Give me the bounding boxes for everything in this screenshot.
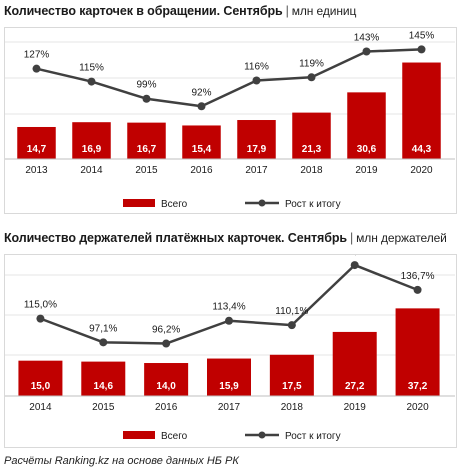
chart-1-growth-label-2016: 92% — [191, 87, 211, 98]
chart-1-growth-point-2020 — [417, 45, 426, 54]
chart-1-x-tick-2019: 2019 — [355, 165, 378, 176]
chart-2-growth-point-2015 — [99, 338, 108, 347]
chart-1-growth-label-2017: 116% — [244, 61, 269, 72]
chart-2-bar-2014 — [18, 360, 63, 396]
chart-2-bar-2018 — [269, 354, 314, 396]
chart-1-growth-point-2018 — [307, 73, 316, 82]
chart-1-bar-2018 — [292, 112, 331, 159]
chart-2: 15,0 14,6 14,0 15,9 17,5 27,2 37,2 115,0% 97,1% 9… — [4, 254, 457, 448]
chart-1-x-tick-2016: 2016 — [190, 165, 213, 176]
chart-2-growth-label-2014: 115,0% — [24, 300, 57, 311]
chart-2-bar-label-2016: 14,0 — [156, 381, 176, 392]
chart-2-legend-bar-swatch — [123, 431, 155, 439]
chart-1-growth-point-2013 — [32, 64, 41, 73]
chart-1-growth-label-2013: 127% — [24, 50, 50, 61]
chart-1-bar-label-2019: 30,6 — [357, 144, 377, 155]
chart-2-x-tick-2016: 2016 — [155, 402, 178, 413]
chart-2-growth-label-2016: 96,2% — [152, 325, 180, 336]
chart-2-bar-2017 — [207, 358, 251, 396]
chart-2-growth-point-2017 — [225, 316, 233, 325]
chart-2-growth-label-2020: 136,7% — [401, 271, 435, 282]
chart-2-bar-label-2019: 27,2 — [345, 381, 365, 392]
chart-2-legend-line-label: Рост к итогу — [285, 431, 341, 442]
chart-1-growth-point-2015 — [142, 94, 151, 103]
chart-2-legend-line-marker — [258, 431, 266, 439]
chart-1-bar-2019 — [347, 92, 386, 159]
chart-2-growth-point-2018 — [287, 321, 296, 330]
chart-2-bar-2020 — [395, 308, 440, 396]
chart-2-bar-2015 — [81, 361, 126, 396]
chart-2-x-tick-2020: 2020 — [406, 402, 429, 413]
chart-2-bar-label-2014: 15,0 — [31, 381, 51, 392]
chart-1-x-tick-2017: 2017 — [245, 165, 268, 176]
chart-1-bar-label-2015: 16,7 — [137, 144, 157, 155]
chart-1-title: Количество карточек в обращении. Сентябр… — [4, 4, 356, 18]
chart-1-x-tick-2015: 2015 — [135, 165, 158, 176]
chart-2-growth-point-2019 — [350, 261, 359, 270]
chart-1-bar-2014 — [72, 122, 111, 159]
chart-2-plot: 15,0 14,6 14,0 15,9 17,5 27,2 37,2 115,0% 97,1% 9… — [5, 255, 455, 442]
chart-2-x-tick-2017: 2017 — [218, 402, 241, 413]
chart-2-x-tick-2018: 2018 — [281, 402, 304, 413]
chart-1-bar-label-2017: 17,9 — [247, 144, 267, 155]
chart-2-bar-label-2017: 15,9 — [219, 381, 239, 392]
chart-1-bar-2015 — [127, 122, 166, 159]
chart-1-growth-point-2016 — [197, 102, 206, 111]
chart-2-bar-label-2015: 14,6 — [94, 381, 114, 392]
chart-1-growth-label-2020: 145% — [409, 30, 435, 41]
chart-1-bar-2013 — [17, 126, 56, 159]
chart-1-bar-2020 — [402, 62, 441, 159]
chart-2-growth-label-2017: 113,4% — [212, 302, 245, 313]
chart-1-growth-point-2017 — [252, 76, 261, 85]
chart-1-bar-label-2018: 21,3 — [302, 144, 322, 155]
chart-2-growth-point-2014 — [36, 314, 45, 323]
chart-2-title-separator: | — [350, 231, 354, 245]
chart-1-x-tick-2013: 2013 — [25, 165, 48, 176]
chart-2-bar-2019 — [332, 331, 377, 396]
chart-1-growth-label-2014: 115% — [79, 63, 104, 74]
chart-1-legend-line-label: Рост к итогу — [285, 199, 341, 210]
source-footer: Расчёты Ranking.kz на основе данных НБ Р… — [4, 455, 239, 467]
chart-2-x-tick-2019: 2019 — [344, 402, 367, 413]
chart-2-x-tick-2014: 2014 — [29, 402, 52, 413]
chart-2-legend-bar-label: Всего — [161, 431, 188, 442]
chart-1-growth-point-2019 — [362, 47, 371, 56]
chart-1-plot: 14,7 16,9 16,7 15,4 17,9 21,3 30,6 44,3 127% 115%… — [5, 30, 455, 210]
chart-2-unit: млн держателей — [356, 231, 447, 245]
chart-1-growth-point-2014 — [87, 77, 96, 86]
chart-1-growth-label-2018: 119% — [299, 58, 324, 69]
chart-1-title-separator: | — [285, 4, 289, 18]
chart-2-title: Количество держателей платёжных карточек… — [4, 231, 447, 245]
chart-1-legend-line-marker — [258, 199, 266, 207]
chart-2-growth-point-2016 — [162, 339, 171, 348]
chart-1-bar-2016 — [182, 125, 221, 159]
chart-1-x-tick-2014: 2014 — [80, 165, 103, 176]
chart-1-x-tick-2018: 2018 — [300, 165, 323, 176]
chart-1-title-text: Количество карточек в обращении. Сентябр… — [4, 4, 283, 18]
chart-1-growth-line — [36, 48, 422, 108]
chart-2-x-tick-2015: 2015 — [92, 402, 115, 413]
chart-1-legend-bar-label: Всего — [161, 199, 188, 210]
chart-1-bar-2017 — [237, 120, 276, 159]
chart-1-bar-label-2014: 16,9 — [82, 144, 102, 155]
chart-1-bar-label-2016: 15,4 — [192, 144, 212, 155]
chart-1-legend-bar-swatch — [123, 199, 155, 207]
chart-2-title-text: Количество держателей платёжных карточек… — [4, 231, 347, 245]
chart-2-bar-label-2020: 37,2 — [408, 381, 428, 392]
chart-1-growth-label-2015: 99% — [136, 80, 156, 91]
chart-1-growth-label-2019: 143% — [354, 33, 380, 44]
chart-2-growth-label-2019: 155,4% — [338, 255, 372, 257]
chart-1-bar-label-2020: 44,3 — [412, 144, 432, 155]
chart-1: 14,7 16,9 16,7 15,4 17,9 21,3 30,6 44,3 127% 115%… — [4, 27, 457, 214]
chart-1-bar-label-2013: 14,7 — [27, 144, 47, 155]
chart-1-x-tick-2020: 2020 — [410, 165, 433, 176]
chart-2-growth-label-2015: 97,1% — [89, 323, 117, 334]
chart-2-bar-2016 — [144, 363, 189, 396]
chart-2-growth-point-2020 — [413, 285, 422, 294]
chart-1-unit: млн единиц — [291, 4, 357, 18]
chart-2-growth-label-2018: 110,1% — [275, 306, 308, 317]
chart-2-bar-label-2018: 17,5 — [282, 381, 302, 392]
